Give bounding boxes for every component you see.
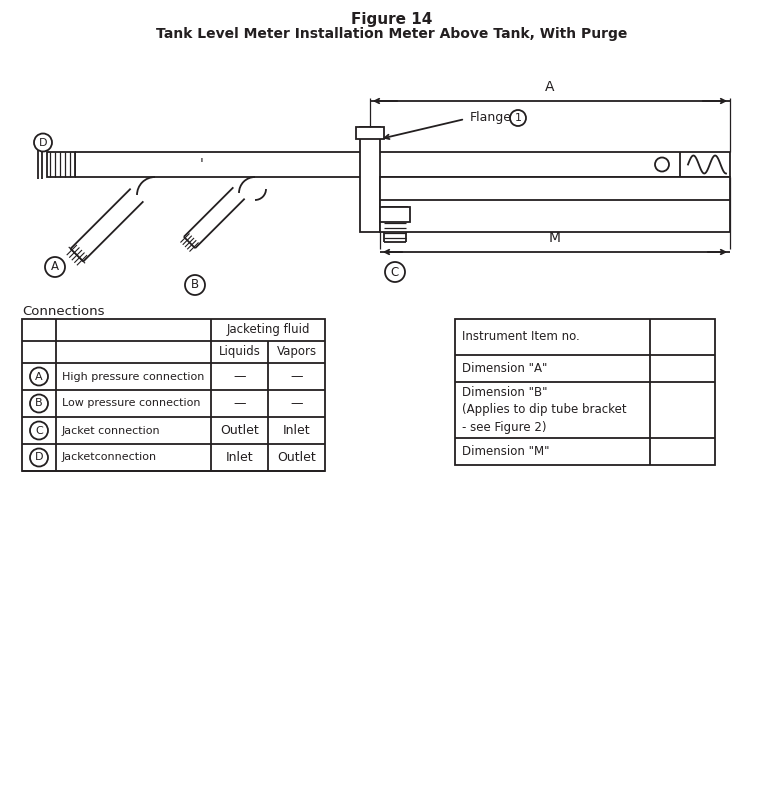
Text: Dimension "M": Dimension "M" <box>462 445 550 458</box>
Text: —: — <box>290 370 303 383</box>
Circle shape <box>510 110 526 126</box>
Bar <box>380 177 730 232</box>
Text: B: B <box>35 398 43 408</box>
Text: Outlet: Outlet <box>220 424 259 437</box>
Text: —: — <box>234 397 245 410</box>
Circle shape <box>30 394 48 412</box>
Text: Instrument Item no.: Instrument Item no. <box>462 331 579 343</box>
Text: Outlet: Outlet <box>277 451 316 464</box>
Circle shape <box>30 368 48 386</box>
Text: A: A <box>51 260 59 274</box>
Bar <box>47 152 75 177</box>
Text: M: M <box>549 231 561 245</box>
Text: —: — <box>290 397 303 410</box>
Text: A: A <box>35 371 43 382</box>
Text: C: C <box>35 426 43 435</box>
Circle shape <box>34 134 52 152</box>
Bar <box>22 319 325 471</box>
Bar <box>360 127 380 232</box>
Text: Tank Level Meter Installation Meter Above Tank, With Purge: Tank Level Meter Installation Meter Abov… <box>156 27 628 41</box>
Text: C: C <box>391 265 399 279</box>
Text: B: B <box>191 279 199 291</box>
Text: ': ' <box>200 157 204 171</box>
Text: Figure 14: Figure 14 <box>351 12 433 27</box>
Text: Inlet: Inlet <box>283 424 310 437</box>
Bar <box>356 127 384 139</box>
Circle shape <box>185 275 205 295</box>
Text: Liquids: Liquids <box>219 345 260 359</box>
Text: D: D <box>34 453 43 463</box>
Bar <box>455 319 715 465</box>
Text: Inlet: Inlet <box>226 451 253 464</box>
Circle shape <box>45 257 65 277</box>
Bar <box>380 207 410 222</box>
Text: Low pressure connection: Low pressure connection <box>62 398 201 408</box>
Text: Dimension "A": Dimension "A" <box>462 362 547 375</box>
Text: Flange: Flange <box>470 112 512 124</box>
Circle shape <box>30 449 48 467</box>
Circle shape <box>30 422 48 439</box>
Text: —: — <box>234 370 245 383</box>
Circle shape <box>385 262 405 282</box>
Text: A: A <box>545 80 555 94</box>
Text: High pressure connection: High pressure connection <box>62 371 205 382</box>
Text: Jacket connection: Jacket connection <box>62 426 161 435</box>
Text: Connections: Connections <box>22 305 104 318</box>
Text: Jacketing fluid: Jacketing fluid <box>227 323 310 337</box>
Circle shape <box>655 157 669 172</box>
Text: D: D <box>38 138 47 147</box>
Text: 1: 1 <box>514 113 521 123</box>
Text: Jacketconnection: Jacketconnection <box>62 453 157 463</box>
Text: Dimension "B"
(Applies to dip tube bracket
- see Figure 2): Dimension "B" (Applies to dip tube brack… <box>462 386 626 434</box>
Text: Vapors: Vapors <box>277 345 317 359</box>
